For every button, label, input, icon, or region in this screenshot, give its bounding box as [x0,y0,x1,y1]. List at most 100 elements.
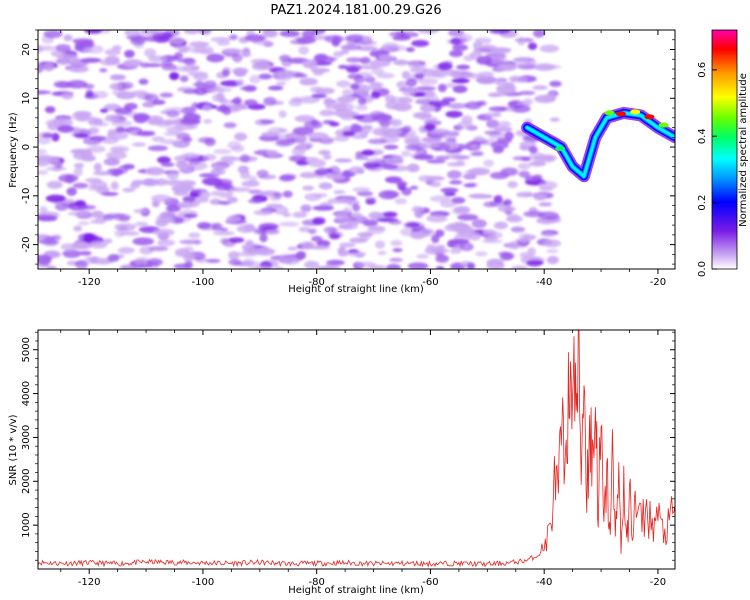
noise-blob [505,106,515,112]
noise-blob [38,259,51,266]
noise-blob [533,193,547,201]
noise-blob [72,182,89,189]
noise-blob [179,75,189,83]
noise-blob [468,140,489,145]
noise-blob [328,165,341,175]
noise-blob [340,44,363,51]
snr-x-label: Height of straight line (km) [288,585,424,596]
noise-blob [279,54,292,62]
noise-blob [526,260,544,265]
noise-blob [415,97,431,104]
colorbar-ticks: 0.0 0.2 0.4 0.6 [697,29,738,277]
noise-blob [469,51,483,59]
noise-blob [490,140,509,150]
noise-blob [352,203,361,212]
noise-blob [227,251,240,260]
noise-blob [435,229,445,238]
noise-blob [38,239,60,245]
noise-blob [107,254,120,262]
noise-blob [546,249,559,254]
noise-blob [451,196,466,204]
colorbar-label: Normalized spectral amplitude [738,73,749,227]
noise-blob [55,44,71,52]
x-tick-label: -60 [422,277,438,288]
noise-blob [515,238,531,243]
noise-blob [419,142,440,149]
noise-blob [457,213,479,221]
noise-blob [486,261,505,269]
y-tick-label: 20 [21,43,32,56]
noise-blob [77,221,90,226]
noise-blob [258,73,273,80]
noise-blob [338,242,356,248]
noise-blob [100,59,121,66]
noise-blob [133,263,153,269]
y-tick-label: 10 [21,92,32,105]
noise-blob [203,80,217,89]
noise-blob [277,128,288,133]
noise-blob [213,231,235,236]
noise-blob [365,157,383,164]
noise-blob [513,76,528,83]
noise-blob [417,30,440,34]
noise-blob [147,145,168,152]
noise-blob [302,59,317,69]
noise-blob [405,222,421,228]
snr-frame [37,329,676,570]
signal-peak [658,122,669,128]
noise-blob [310,119,320,127]
signal-trace [525,111,675,178]
noise-blob [351,212,363,219]
noise-blob [182,65,198,73]
noise-blob [282,257,300,265]
noise-blob [74,199,86,207]
noise-blob [130,37,146,46]
noise-blob [182,195,196,203]
noise-blob [316,265,327,269]
noise-blob [161,63,178,71]
noise-blob [518,170,531,178]
signal-peak [630,109,641,115]
noise-blob [245,239,254,247]
noise-blob [444,192,456,197]
noise-blob [63,34,73,42]
noise-blob [398,97,414,104]
x-tick-label: -60 [422,577,438,588]
noise-blob [494,80,509,86]
noise-blob [66,80,88,89]
signal-peak [615,111,626,117]
noise-blob [273,191,283,199]
noise-blob [99,68,108,73]
noise-blob [224,48,243,54]
snr-y-label: SNR (10 * v/v) [8,414,19,485]
noise-blob [497,205,516,213]
noise-blob [404,137,421,146]
noise-blob [504,131,514,141]
snr-y-ticks: 1000 2000 3000 4000 5000 [21,331,675,561]
noise-blob [104,48,121,56]
snr-x-ticks: -120 -100 -80 -60 -40 -20 [60,330,666,588]
noise-blob [254,265,273,269]
noise-blob [52,117,73,127]
noise-blob [507,181,518,189]
noise-blob [401,150,411,157]
noise-blob [243,85,257,92]
noise-blob [356,261,377,268]
noise-blob [491,48,511,54]
figure-title: PAZ1.2024.181.00.29.G26 [270,3,441,18]
noise-blob [275,69,296,79]
noise-blob [459,242,474,252]
noise-blob [524,175,540,182]
noise-blob [528,146,538,154]
noise-blob [109,145,130,153]
noise-blob [288,155,308,162]
noise-blob [304,260,320,269]
noise-blob [73,167,83,177]
noise-blob [205,258,221,263]
noise-blob [169,36,186,45]
x-tick-label: -120 [78,277,101,288]
noise-blob [518,233,531,239]
noise-blob [349,166,364,174]
noise-blob [226,215,242,223]
